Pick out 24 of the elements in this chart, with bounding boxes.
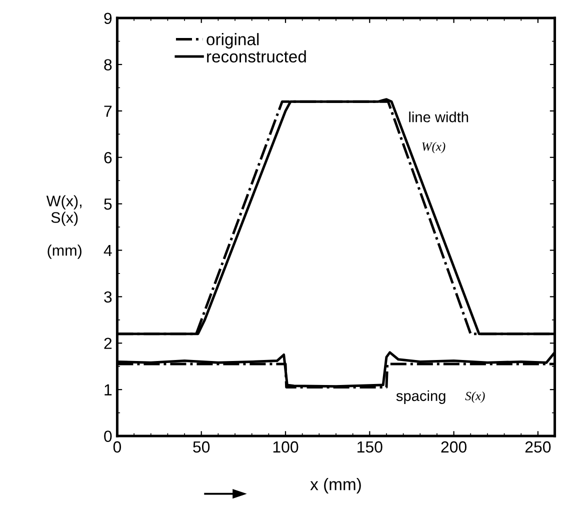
y-tick-label: 9 xyxy=(104,12,112,24)
x-tick-label: 0 xyxy=(113,441,122,453)
text: W(x), S(x) (mm) xyxy=(46,195,82,259)
y-tick-label: 8 xyxy=(104,59,112,70)
x-tick-label: 250 xyxy=(525,441,551,453)
y-tick-label: 7 xyxy=(104,106,112,117)
legend-label: original xyxy=(206,33,259,49)
y-tick-label: 1 xyxy=(104,384,112,396)
x-tick-label: 200 xyxy=(441,441,466,453)
annotation: S(x) xyxy=(465,391,485,403)
annotation: spacing xyxy=(396,390,446,404)
x-tick-label: 150 xyxy=(358,441,382,453)
y-tick-label: 6 xyxy=(104,152,112,164)
x-tick-label: 100 xyxy=(273,441,298,453)
legend-label: reconstructed xyxy=(207,50,306,63)
y-tick-label: 4 xyxy=(104,245,112,256)
y-tick-label: 0 xyxy=(104,430,112,442)
y-tick-label: 5 xyxy=(104,198,112,210)
annotation: line width xyxy=(409,112,468,122)
x-axis-title: x (mm) xyxy=(310,478,361,494)
y-tick-label: 3 xyxy=(104,291,112,303)
annotation: W(x) xyxy=(422,142,446,154)
x-tick-label: 50 xyxy=(193,441,210,453)
y-tick-label: 2 xyxy=(104,338,112,349)
